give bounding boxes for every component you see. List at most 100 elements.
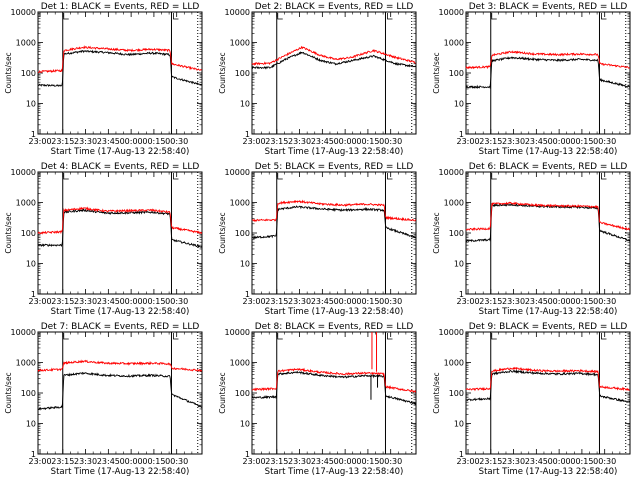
x-tick-label: 00:00	[120, 137, 143, 146]
y-axis-label: Counts/sec	[218, 52, 227, 93]
y-axis-label: Counts/sec	[4, 212, 13, 253]
y-tick-label: 100	[21, 69, 36, 78]
y-tick-label: 1	[245, 450, 250, 459]
y-tick-label: 100	[21, 229, 36, 238]
y-axis-label: Counts/sec	[218, 212, 227, 253]
y-tick-label: 10000	[439, 328, 464, 337]
x-axis-label: Start Time (17-Aug-13 22:58:40)	[265, 467, 404, 477]
segment-marker	[601, 13, 607, 20]
x-tick-label: 00:30	[165, 137, 188, 146]
x-tick-label: 00:00	[548, 137, 571, 146]
y-tick-label: 1	[459, 290, 464, 299]
y-tick-label: 1000	[230, 39, 250, 48]
y-tick-label: 10	[240, 260, 250, 269]
x-tick-label: 00:30	[379, 457, 402, 466]
series-events	[38, 371, 203, 411]
x-tick-label: 23:45	[97, 297, 120, 306]
segment-marker	[277, 173, 283, 180]
x-tick-label: 23:00	[28, 457, 51, 466]
x-axis-label: Start Time (17-Aug-13 22:58:40)	[479, 467, 618, 477]
y-axis-label: Counts/sec	[218, 372, 227, 413]
y-tick-label: 10	[26, 420, 36, 429]
panel-title: Det 6: BLACK = Events, RED = LLD	[469, 162, 628, 172]
y-tick-label: 10000	[439, 168, 464, 177]
panel-title: Det 1: BLACK = Events, RED = LLD	[41, 2, 200, 12]
panel-det-5: Det 5: BLACK = Events, RED = LLD 1 10 100 10…	[218, 162, 417, 317]
panel-title: Det 9: BLACK = Events, RED = LLD	[469, 322, 628, 332]
x-tick-label: 23:00	[242, 297, 265, 306]
x-axis-label: Start Time (17-Aug-13 22:58:40)	[51, 467, 190, 477]
segment-marker	[491, 333, 497, 340]
x-tick-label: 23:15	[479, 137, 502, 146]
y-tick-label: 10	[240, 100, 250, 109]
y-tick-label: 10000	[11, 8, 36, 17]
segment-marker	[173, 173, 179, 180]
segment-marker	[277, 333, 283, 340]
x-tick-label: 23:30	[74, 457, 97, 466]
series-events	[37, 208, 203, 249]
x-tick-label: 00:00	[334, 137, 357, 146]
y-tick-label: 10	[454, 100, 464, 109]
segment-marker	[601, 333, 607, 340]
y-axis-label: Counts/sec	[432, 372, 441, 413]
panel-det-2: Det 2: BLACK = Events, RED = LLD 1 10 100 10…	[218, 2, 417, 157]
y-tick-label: 1000	[444, 39, 464, 48]
x-tick-label: 00:30	[593, 137, 616, 146]
x-axis-label: Start Time (17-Aug-13 22:58:40)	[265, 147, 404, 157]
panel-title: Det 8: BLACK = Events, RED = LLD	[255, 322, 414, 332]
series-lld	[37, 45, 202, 74]
x-tick-label: 23:00	[456, 297, 479, 306]
y-tick-label: 10000	[11, 328, 36, 337]
x-tick-label: 23:15	[51, 457, 74, 466]
x-tick-label: 23:30	[288, 297, 311, 306]
y-tick-label: 10	[240, 420, 250, 429]
x-tick-label: 00:00	[548, 457, 571, 466]
segment-marker	[173, 333, 179, 340]
y-tick-label: 1	[245, 130, 250, 139]
x-tick-label: 00:00	[548, 297, 571, 306]
series-events	[37, 49, 203, 87]
x-tick-label: 23:00	[242, 137, 265, 146]
x-tick-label: 23:15	[51, 137, 74, 146]
y-tick-label: 100	[21, 389, 36, 398]
y-tick-label: 1	[31, 290, 36, 299]
x-tick-label: 23:30	[502, 137, 525, 146]
y-tick-label: 10	[454, 420, 464, 429]
y-tick-label: 10	[26, 100, 36, 109]
x-tick-label: 00:15	[142, 457, 165, 466]
segment-marker	[387, 173, 393, 180]
y-tick-label: 10000	[439, 8, 464, 17]
panel-det-9: Det 9: BLACK = Events, RED = LLD 1 10 100 10…	[432, 322, 631, 477]
segment-marker	[173, 13, 179, 20]
segment-marker	[63, 173, 69, 180]
y-tick-label: 1	[31, 130, 36, 139]
y-tick-label: 10000	[225, 168, 250, 177]
x-axis-label: Start Time (17-Aug-13 22:58:40)	[479, 307, 618, 317]
y-axis-label: Counts/sec	[432, 212, 441, 253]
y-tick-label: 100	[235, 389, 250, 398]
panel-det-7: Det 7: BLACK = Events, RED = LLD 1 10 100 10…	[4, 322, 203, 477]
series-events	[251, 205, 417, 240]
series-lld	[465, 201, 631, 232]
x-tick-label: 00:15	[570, 137, 593, 146]
x-tick-label: 00:00	[334, 297, 357, 306]
x-tick-label: 23:30	[74, 137, 97, 146]
y-tick-label: 10000	[225, 8, 250, 17]
x-tick-label: 00:30	[165, 297, 188, 306]
segment-marker	[387, 333, 393, 340]
series-lld	[251, 199, 417, 223]
x-tick-label: 23:45	[311, 457, 334, 466]
segment-marker	[63, 13, 69, 20]
panel-det-4: Det 4: BLACK = Events, RED = LLD 1 10 100 10…	[4, 162, 203, 317]
series-lld	[251, 367, 417, 393]
x-tick-label: 23:00	[456, 457, 479, 466]
y-tick-label: 100	[449, 69, 464, 78]
x-tick-label: 00:30	[593, 457, 616, 466]
segment-marker	[491, 173, 497, 180]
x-tick-label: 00:15	[356, 297, 379, 306]
x-tick-label: 23:30	[288, 457, 311, 466]
x-tick-label: 00:30	[379, 297, 402, 306]
y-tick-label: 1000	[230, 359, 250, 368]
x-axis-label: Start Time (17-Aug-13 22:58:40)	[51, 307, 190, 317]
